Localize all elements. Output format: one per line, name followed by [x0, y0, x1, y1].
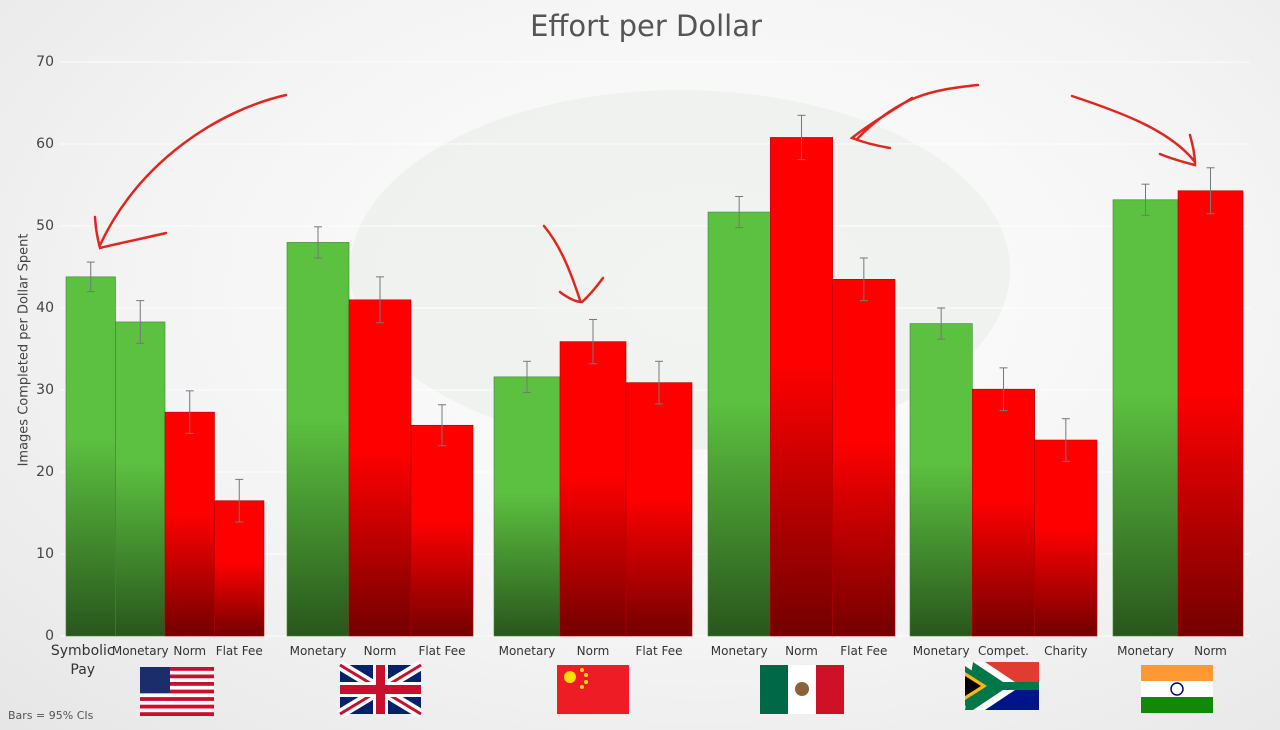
y-tick-label: 40: [36, 300, 54, 316]
x-tick-label: Monetary: [1117, 644, 1174, 658]
x-tick-label: Monetary: [289, 644, 347, 658]
error-bar: [1206, 167, 1215, 215]
y-axis-label: Images Completed per Dollar Spent: [17, 234, 32, 467]
bar: [770, 137, 833, 637]
flag-india: [1141, 665, 1213, 713]
x-tick-label: Flat Fee: [840, 644, 888, 658]
bar: [707, 211, 771, 637]
error-bar: [999, 367, 1008, 411]
x-tick-label: Monetary: [111, 644, 169, 658]
error-bar: [136, 300, 145, 344]
x-tick-label: Norm: [363, 644, 397, 658]
error-bar: [1141, 183, 1150, 216]
x-tick-label: Flat Fee: [418, 644, 466, 658]
error-bar: [86, 261, 95, 293]
error-bar: [376, 276, 384, 324]
error-bar: [185, 390, 194, 434]
bar: [493, 376, 561, 637]
x-tick-label: Flat Fee: [635, 644, 683, 658]
x-tick-label: Symbolic Pay: [50, 643, 115, 678]
error-bar: [523, 360, 531, 393]
x-tick-label: Norm: [1194, 644, 1227, 658]
x-tick-label: Compet.: [978, 644, 1029, 658]
x-tick-label: Monetary: [710, 644, 768, 658]
x-tick-label: Norm: [173, 644, 207, 658]
bar: [972, 388, 1035, 637]
y-tick-label: 30: [36, 382, 54, 398]
note: Bars = 95% CIs: [8, 709, 94, 722]
x-tick-label: Charity: [1044, 644, 1088, 658]
x-tick-label: Monetary: [912, 644, 970, 658]
error-bar: [797, 114, 806, 161]
y-tick-label: 20: [36, 464, 54, 480]
error-bar: [314, 226, 322, 259]
y-tick-label: 70: [36, 54, 54, 70]
flag-uk: [337, 660, 424, 719]
bar: [559, 341, 627, 637]
flag-china: [557, 665, 629, 714]
bar: [1112, 199, 1179, 637]
bar: [286, 242, 350, 637]
error-bar: [1061, 418, 1070, 462]
y-tick-label: 10: [36, 546, 54, 562]
flag-usa: [140, 667, 214, 716]
flag-mexico: [760, 665, 844, 714]
error-bar: [937, 307, 946, 340]
flags: [140, 660, 1213, 719]
error-bar: [735, 195, 744, 229]
bar: [115, 321, 166, 637]
x-tick-label: Norm: [576, 644, 610, 658]
chart-title: Effort per Dollar: [530, 9, 762, 43]
error-bar: [859, 257, 868, 302]
bar: [65, 276, 116, 637]
flag-south-africa: [965, 662, 1039, 710]
bar: [410, 424, 474, 637]
bar: [1177, 190, 1244, 637]
bar: [909, 323, 973, 637]
bar: [832, 278, 896, 637]
x-tick-label: Monetary: [498, 644, 556, 658]
bar: [1034, 439, 1098, 637]
x-tick-label: Flat Fee: [215, 644, 263, 658]
y-tick-label: 60: [36, 136, 54, 152]
error-bar: [655, 360, 663, 405]
error-bar: [438, 404, 446, 447]
bar: [625, 382, 693, 637]
y-tick-label: 0: [45, 628, 54, 644]
y-tick-label: 50: [36, 218, 54, 234]
error-bar: [235, 478, 244, 523]
bar: [164, 411, 215, 637]
error-bar: [589, 318, 597, 365]
annotation-arrows: [93, 83, 1197, 304]
bar: [348, 299, 412, 637]
x-tick-label: Norm: [785, 644, 818, 658]
